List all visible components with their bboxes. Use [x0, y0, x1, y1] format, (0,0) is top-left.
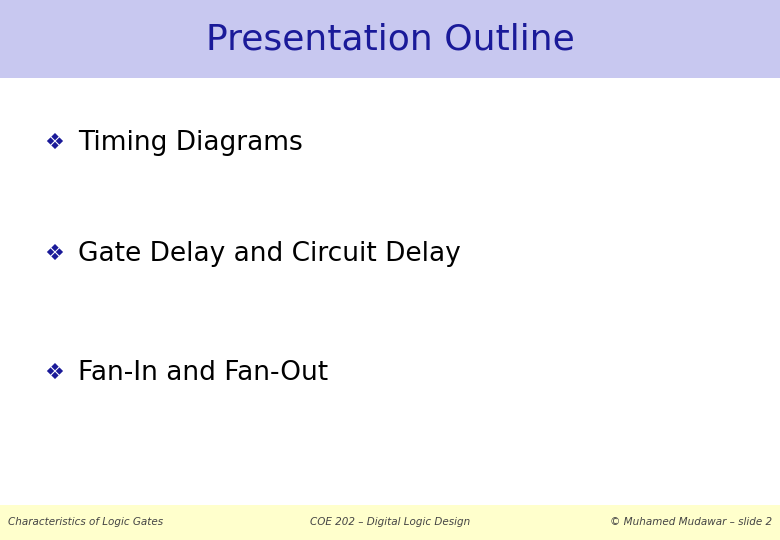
- Text: ❖: ❖: [44, 244, 65, 264]
- Text: Timing Diagrams: Timing Diagrams: [78, 130, 303, 156]
- Bar: [0, 0, 780, 78]
- Text: ❖: ❖: [44, 362, 65, 383]
- Text: ❖: ❖: [44, 133, 65, 153]
- Text: Presentation Outline: Presentation Outline: [206, 22, 574, 56]
- Text: Fan-In and Fan-Out: Fan-In and Fan-Out: [78, 360, 328, 386]
- Text: Gate Delay and Circuit Delay: Gate Delay and Circuit Delay: [78, 241, 461, 267]
- Bar: [0, 505, 780, 540]
- Text: © Muhamed Mudawar – slide 2: © Muhamed Mudawar – slide 2: [610, 517, 772, 528]
- Text: Characteristics of Logic Gates: Characteristics of Logic Gates: [8, 517, 163, 528]
- Text: COE 202 – Digital Logic Design: COE 202 – Digital Logic Design: [310, 517, 470, 528]
